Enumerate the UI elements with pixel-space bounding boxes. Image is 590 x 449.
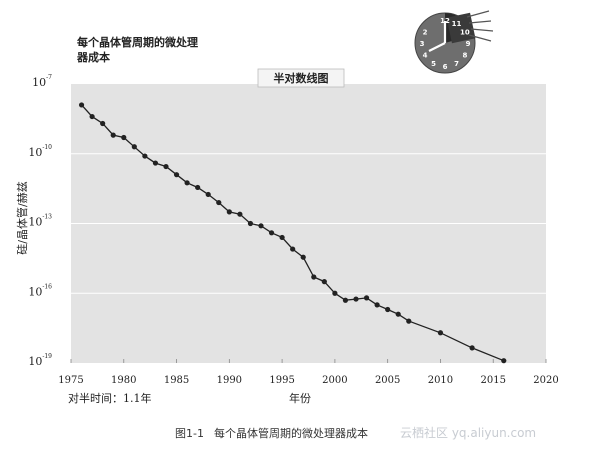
clock-digit: 11 xyxy=(452,20,462,28)
data-point xyxy=(163,163,169,170)
data-point xyxy=(100,120,106,127)
data-point xyxy=(89,113,95,120)
x-tick-label: 2015 xyxy=(480,375,505,386)
data-point xyxy=(353,296,359,302)
x-tick-label: 2020 xyxy=(533,375,558,386)
data-point xyxy=(268,230,275,236)
data-point xyxy=(385,306,391,313)
data-point xyxy=(110,132,116,138)
data-point xyxy=(121,134,127,141)
clock-digit: 3 xyxy=(420,40,425,48)
x-axis-label: 年份 xyxy=(289,391,311,405)
x-tick-label: 1975 xyxy=(58,375,83,386)
chart-title-banner xyxy=(257,68,345,88)
halving-time-note: 对半时间：1.1年 xyxy=(68,391,152,405)
data-point xyxy=(131,144,137,150)
data-point xyxy=(184,180,190,186)
clock-digit: 2 xyxy=(423,29,428,37)
data-point xyxy=(469,345,475,351)
clock-digit: 9 xyxy=(466,40,471,48)
data-point xyxy=(290,246,296,252)
data-point xyxy=(321,279,327,285)
figure-caption: 图1-1 每个晶体管周期的微处理器成本 xyxy=(175,425,368,441)
data-point xyxy=(195,184,201,191)
corner-title: 每个晶体管周期的微处理器成本 xyxy=(77,36,198,64)
data-point xyxy=(363,295,370,301)
data-point xyxy=(406,318,412,324)
y-tick-label: 10-16 xyxy=(28,283,52,298)
clock-digit: 7 xyxy=(454,60,459,68)
data-point xyxy=(258,223,264,229)
x-tick-label: 2005 xyxy=(375,375,400,386)
x-tick-label: 2010 xyxy=(428,375,453,386)
y-tick-label: 10-13 xyxy=(28,214,52,229)
y-tick-label: 10-10 xyxy=(28,144,52,159)
x-tick-label: 1995 xyxy=(269,375,294,386)
data-point xyxy=(342,297,349,303)
data-point xyxy=(216,199,222,206)
clock-digit: 5 xyxy=(431,60,436,68)
data-point xyxy=(395,311,401,317)
data-point xyxy=(437,330,444,336)
data-point xyxy=(173,172,180,178)
data-point xyxy=(142,153,148,159)
x-tick-label: 1985 xyxy=(164,375,189,386)
clock-digit: 6 xyxy=(443,63,448,71)
data-point xyxy=(374,302,380,308)
data-point xyxy=(279,234,285,241)
data-point xyxy=(152,160,159,166)
x-tick-label: 1980 xyxy=(111,375,136,386)
figure-number: 图1-1 xyxy=(175,427,204,440)
data-point xyxy=(501,358,507,364)
x-tick-label: 2000 xyxy=(322,375,347,386)
clock-digit: 4 xyxy=(423,52,428,60)
data-point xyxy=(332,290,338,296)
data-point xyxy=(311,274,317,280)
x-tick-label: 1990 xyxy=(217,375,242,386)
figure-caption-text: 每个晶体管周期的微处理器成本 xyxy=(213,427,368,440)
data-point xyxy=(247,220,254,227)
data-point xyxy=(226,209,232,215)
y-tick-label: 10-19 xyxy=(28,353,52,368)
watermark: 云栖社区 yq.aliyun.com xyxy=(400,426,537,440)
y-axis-label: 硅/晶体管/赫兹 xyxy=(15,181,29,254)
y-tick-label: 10-7 xyxy=(32,74,52,89)
clock-digit: 8 xyxy=(462,52,467,60)
clock-digit: 10 xyxy=(460,29,470,37)
data-point xyxy=(237,211,243,217)
data-point xyxy=(205,191,211,198)
clock-digit: 12 xyxy=(440,17,450,25)
chart-title: 半对数线图 xyxy=(274,71,329,85)
data-point xyxy=(78,102,85,108)
data-point xyxy=(300,254,306,260)
